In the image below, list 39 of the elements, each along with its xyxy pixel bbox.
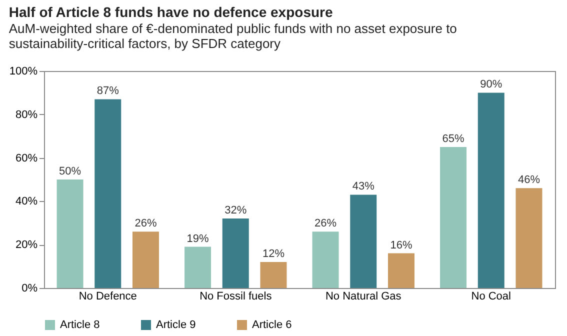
data-label: 26% <box>314 218 337 230</box>
data-label: 19% <box>186 232 209 245</box>
y-tick-label: 40% <box>15 196 38 208</box>
y-tick-label: 0% <box>22 282 38 294</box>
bar <box>132 232 159 288</box>
data-label: 12% <box>262 248 285 260</box>
data-label: 43% <box>352 180 375 193</box>
data-label: 32% <box>224 204 247 217</box>
x-tick-label: No Fossil fuels <box>200 290 272 302</box>
data-label: 90% <box>480 78 502 91</box>
legend-label: Article 8 <box>60 319 100 331</box>
bar <box>478 92 504 288</box>
bar <box>184 246 212 288</box>
bar <box>260 262 287 288</box>
data-label: 16% <box>390 239 412 252</box>
bar <box>312 232 339 288</box>
bar <box>516 188 542 288</box>
legend-label: Article 9 <box>156 319 196 331</box>
bar <box>56 180 84 288</box>
data-label: 26% <box>134 218 157 230</box>
data-label: 87% <box>96 85 120 98</box>
chart-title: Half of Article 8 funds have no defence exposure <box>8 4 333 20</box>
x-tick-label: No Coal <box>471 290 511 302</box>
y-tick-label: 60% <box>15 152 38 164</box>
chart-subtitle: AuM-weighted share of €-denominated public funds with no asset exposure to sustainability-critical factors, by SFDR category <box>8 21 457 51</box>
y-tick-label: 20% <box>15 239 38 252</box>
x-tick-label: No Defence <box>78 290 137 302</box>
bar <box>440 146 467 288</box>
bar <box>222 218 249 288</box>
bar <box>350 194 377 288</box>
data-label: 46% <box>518 174 540 186</box>
bar <box>388 253 414 288</box>
data-label: 50% <box>59 166 82 178</box>
legend-label: Article 6 <box>252 319 292 331</box>
bar <box>94 99 122 288</box>
x-tick-label: No Natural Gas <box>325 290 402 302</box>
data-label: 65% <box>442 132 464 145</box>
y-tick-label: 80% <box>15 108 38 121</box>
y-tick-label: 100% <box>9 66 38 78</box>
